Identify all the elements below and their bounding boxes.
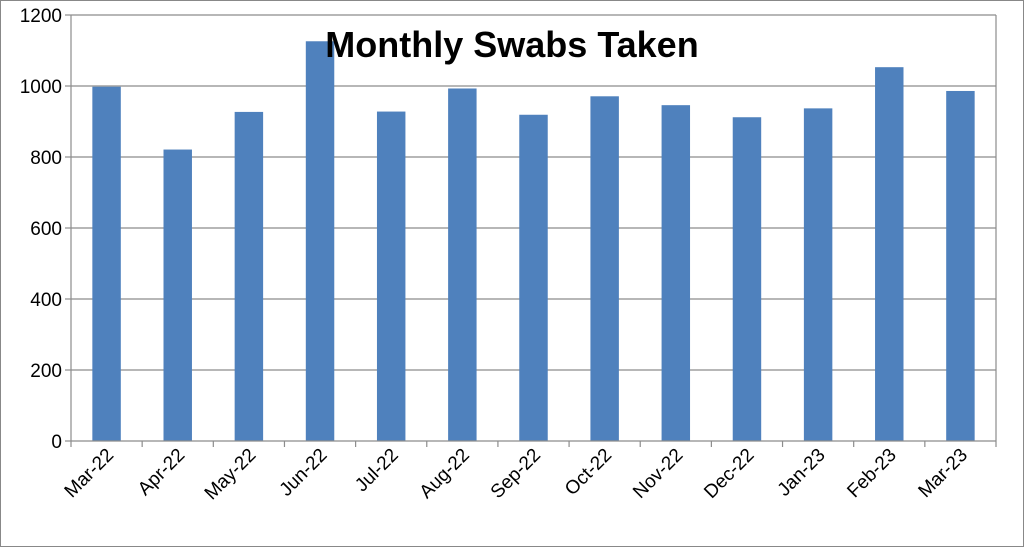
x-tick-label: Mar-23 [915, 445, 972, 502]
x-tick-label: Aug-22 [416, 445, 474, 503]
x-tick-label: May-22 [201, 445, 261, 505]
bar-Jan-23 [803, 108, 833, 442]
bar-May-22 [234, 111, 264, 441]
x-tick-label: Mar-22 [61, 445, 118, 502]
y-tick-label: 1000 [20, 77, 62, 98]
x-tick-label: Apr-22 [134, 445, 189, 500]
bar-Jun-22 [305, 41, 335, 442]
x-axis-ticks: Mar-22 Apr-22 May-22 Jun-22 Jul-22 Aug-22 Sep-… [61, 445, 972, 505]
y-tick-label: 1200 [20, 6, 62, 27]
bars [92, 41, 975, 442]
x-tick-label: Sep-22 [487, 445, 545, 503]
x-tick-label: Feb-23 [843, 445, 900, 502]
bar-Mar-23 [946, 90, 975, 441]
y-axis-ticks: 0 200 400 600 800 1000 1200 [20, 6, 71, 453]
bar-Aug-22 [448, 88, 477, 442]
bar-Nov-22 [661, 105, 691, 442]
x-tick-label: Jan-23 [774, 445, 830, 501]
bar-Dec-22 [732, 117, 762, 442]
x-tick-label: Jul-22 [351, 445, 402, 496]
x-tick-label: Oct-22 [561, 445, 616, 500]
x-axis [70, 15, 997, 447]
bar-Sep-22 [519, 114, 548, 441]
gridlines [71, 14, 997, 441]
bar-Mar-22 [92, 86, 121, 442]
chart-title: Monthly Swabs Taken [325, 24, 698, 65]
bar-Apr-22 [163, 149, 192, 442]
y-tick-label: 200 [30, 361, 62, 382]
y-tick-label: 800 [30, 148, 62, 169]
bar-Jul-22 [376, 111, 406, 441]
x-tick-label: Nov-22 [629, 445, 687, 503]
bar-Oct-22 [590, 96, 619, 442]
y-tick-label: 400 [30, 290, 62, 311]
bar-Feb-23 [875, 67, 904, 441]
x-tick-label: Jun-22 [276, 445, 332, 501]
y-tick-label: 0 [51, 432, 62, 453]
x-tick-label: Dec-22 [700, 445, 758, 503]
y-tick-label: 600 [30, 219, 62, 240]
